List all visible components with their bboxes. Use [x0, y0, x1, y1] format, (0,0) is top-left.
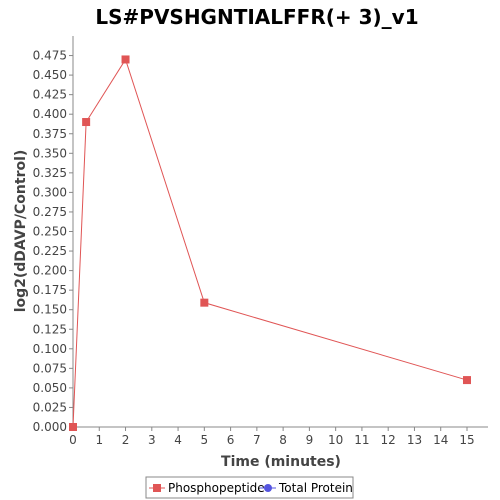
x-tick-label: 5 — [201, 433, 209, 447]
x-tick-label: 0 — [69, 433, 77, 447]
y-ticks: 0.000 0.025 0.050 0.075 0.100 0.125 0.150 0.175… — [33, 49, 73, 434]
x-tick-label: 2 — [122, 433, 130, 447]
x-tick-label: 14 — [433, 433, 448, 447]
legend-items: Phosphopeptide Total Protein — [149, 481, 353, 495]
x-tick-label: 8 — [279, 433, 287, 447]
data-point — [82, 118, 91, 127]
data-point — [462, 376, 471, 385]
y-tick-label: 0.375 — [33, 127, 67, 141]
y-tick-label: 0.050 — [33, 381, 67, 395]
legend: Phosphopeptide Total Protein — [145, 476, 354, 499]
y-tick-label: 0.300 — [33, 185, 67, 199]
series-layer — [69, 55, 471, 431]
x-tick-label: 4 — [174, 433, 182, 447]
y-tick-label: 0.175 — [33, 283, 67, 297]
y-tick-label: 0.150 — [33, 303, 67, 317]
y-tick-label: 0.400 — [33, 107, 67, 121]
x-tick-label: 11 — [354, 433, 369, 447]
y-tick-label: 0.475 — [33, 49, 67, 63]
data-point — [121, 55, 130, 64]
y-tick-label: 0.075 — [33, 361, 67, 375]
y-tick-label: 0.225 — [33, 244, 67, 258]
x-axis-label: Time (minutes) — [221, 454, 341, 470]
y-tick-label: 0.425 — [33, 88, 67, 102]
x-tick-label: 13 — [407, 433, 422, 447]
y-tick-label: 0.100 — [33, 342, 67, 356]
y-tick-label: 0.275 — [33, 205, 67, 219]
y-tick-label: 0.125 — [33, 322, 67, 336]
y-tick-label: 0.025 — [33, 400, 67, 414]
data-point — [69, 423, 77, 431]
legend-box — [145, 476, 354, 499]
y-axis-label: log2(dDAVP/Control) — [13, 150, 29, 313]
x-tick-label: 12 — [381, 433, 396, 447]
x-tick-label: 1 — [95, 433, 103, 447]
legend-marker — [153, 484, 161, 492]
y-tick-label: 0.000 — [33, 420, 67, 434]
chart-title: LS#PVSHGNTIALFFR(+ 3)_v1 — [95, 5, 418, 29]
y-tick-label: 0.250 — [33, 225, 67, 239]
x-tick-label: 3 — [148, 433, 156, 447]
y-tick-label: 0.200 — [33, 264, 67, 278]
legend-label: Total Protein — [278, 481, 353, 495]
x-tick-label: 15 — [459, 433, 474, 447]
plot-background — [73, 36, 488, 427]
y-tick-label: 0.325 — [33, 166, 67, 180]
x-tick-label: 6 — [227, 433, 235, 447]
y-tick-label: 0.350 — [33, 146, 67, 160]
x-tick-label: 10 — [328, 433, 343, 447]
y-tick-label: 0.450 — [33, 68, 67, 82]
data-point — [200, 298, 209, 307]
legend-marker — [264, 484, 272, 492]
x-tick-label: 9 — [306, 433, 314, 447]
x-ticks: 0 1 2 3 4 5 6 7 8 9 10 11 12 13 14 15 — [69, 427, 475, 447]
legend-label: Phosphopeptide — [168, 481, 265, 495]
x-tick-label: 7 — [253, 433, 261, 447]
plot-area: 0.000 0.025 0.050 0.075 0.100 0.125 0.150 0.175… — [33, 36, 488, 447]
